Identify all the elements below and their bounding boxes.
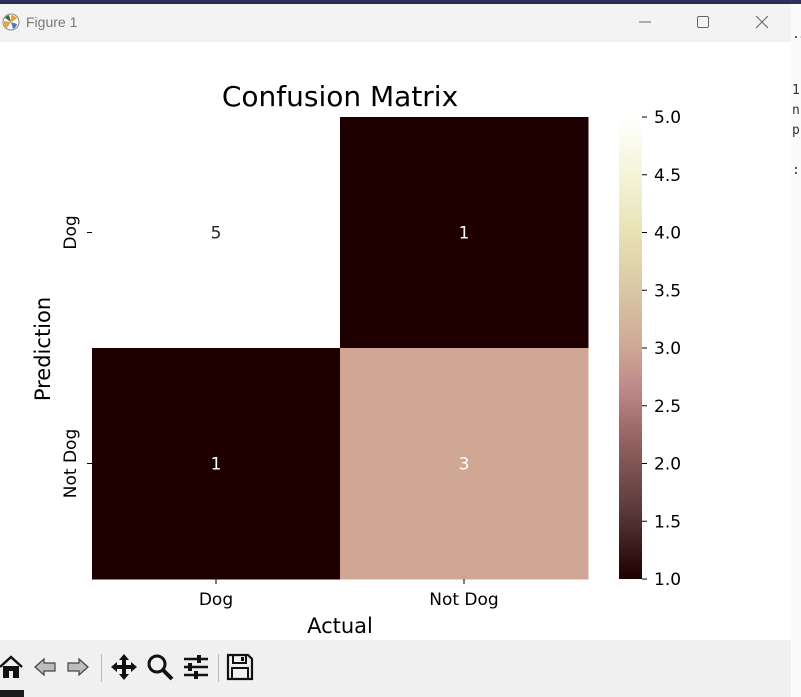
- toolbar-separator: [218, 654, 219, 682]
- background-terminal: .5 1 n p :: [791, 4, 801, 697]
- forward-button[interactable]: [63, 650, 93, 684]
- home-button[interactable]: [0, 650, 26, 684]
- back-icon: [34, 657, 56, 677]
- background-text: p: [792, 123, 800, 138]
- navigation-toolbar: [0, 644, 791, 697]
- pan-icon: [111, 654, 137, 680]
- back-button[interactable]: [30, 650, 60, 684]
- minimize-button[interactable]: [616, 4, 674, 40]
- colorbar-tick-label: 1.5: [654, 512, 681, 532]
- cell-value-label: 1: [211, 455, 222, 475]
- figure-canvas[interactable]: Confusion Matrix 5 1 1 3 Dog Not Dog Dog Not D…: [0, 42, 791, 640]
- taskbar-fragment: [0, 690, 24, 697]
- colorbar-tick-label: 1.0: [654, 570, 681, 590]
- background-text: n: [792, 103, 800, 118]
- zoom-button[interactable]: [145, 650, 175, 684]
- pan-button[interactable]: [109, 650, 139, 684]
- colorbar-tick-label: 4.5: [654, 166, 681, 186]
- save-button[interactable]: [225, 650, 255, 684]
- figure-window: Figure 1: [0, 4, 791, 697]
- maximize-button[interactable]: [674, 4, 732, 40]
- x-tick-label: Not Dog: [429, 590, 498, 610]
- title-bar[interactable]: Figure 1: [0, 4, 791, 40]
- matplotlib-logo-icon: [2, 13, 20, 31]
- minimize-icon: [639, 21, 651, 23]
- toolbar-separator: [101, 654, 102, 682]
- desktop-top-strip: [0, 0, 801, 4]
- colorbar: [619, 117, 642, 579]
- cell-value-label: 3: [459, 455, 470, 475]
- heatmap-cell: [340, 348, 589, 580]
- heatmap-cell: [340, 117, 589, 349]
- colorbar-tick-label: 2.5: [654, 397, 681, 417]
- background-text: .5: [792, 27, 801, 42]
- save-icon: [226, 653, 254, 681]
- y-tick-label: Not Dog: [61, 429, 81, 498]
- close-icon: [755, 15, 769, 29]
- x-tick-label: Dog: [199, 590, 233, 610]
- colorbar-tick-label: 4.0: [654, 224, 681, 244]
- colorbar-tick-label: 3.5: [654, 281, 681, 301]
- maximize-icon: [697, 16, 709, 28]
- configure-subplots-icon: [184, 655, 208, 679]
- colorbar-tick-label: 3.0: [654, 339, 681, 359]
- home-icon: [0, 655, 23, 678]
- window-title: Figure 1: [26, 14, 78, 30]
- close-button[interactable]: [733, 4, 791, 40]
- background-text: 1: [792, 83, 800, 98]
- background-text: :: [792, 163, 800, 178]
- colorbar-tick-label: 5.0: [654, 108, 681, 128]
- forward-icon: [67, 657, 89, 677]
- cell-value-label: 1: [459, 224, 470, 244]
- x-axis-label: Actual: [307, 614, 373, 638]
- heatmap-cell: [92, 117, 341, 349]
- colorbar-tick-label: 2.0: [654, 455, 681, 475]
- chart-title: Confusion Matrix: [222, 80, 458, 113]
- heatmap-cell: [92, 348, 341, 580]
- zoom-icon: [147, 654, 174, 681]
- configure-subplots-button[interactable]: [181, 650, 211, 684]
- cell-value-label: 5: [211, 224, 222, 244]
- y-axis-label: Prediction: [31, 297, 55, 401]
- y-tick-label: Dog: [61, 215, 81, 249]
- confusion-matrix-chart: Confusion Matrix 5 1 1 3 Dog Not Dog Dog Not D…: [31, 80, 681, 638]
